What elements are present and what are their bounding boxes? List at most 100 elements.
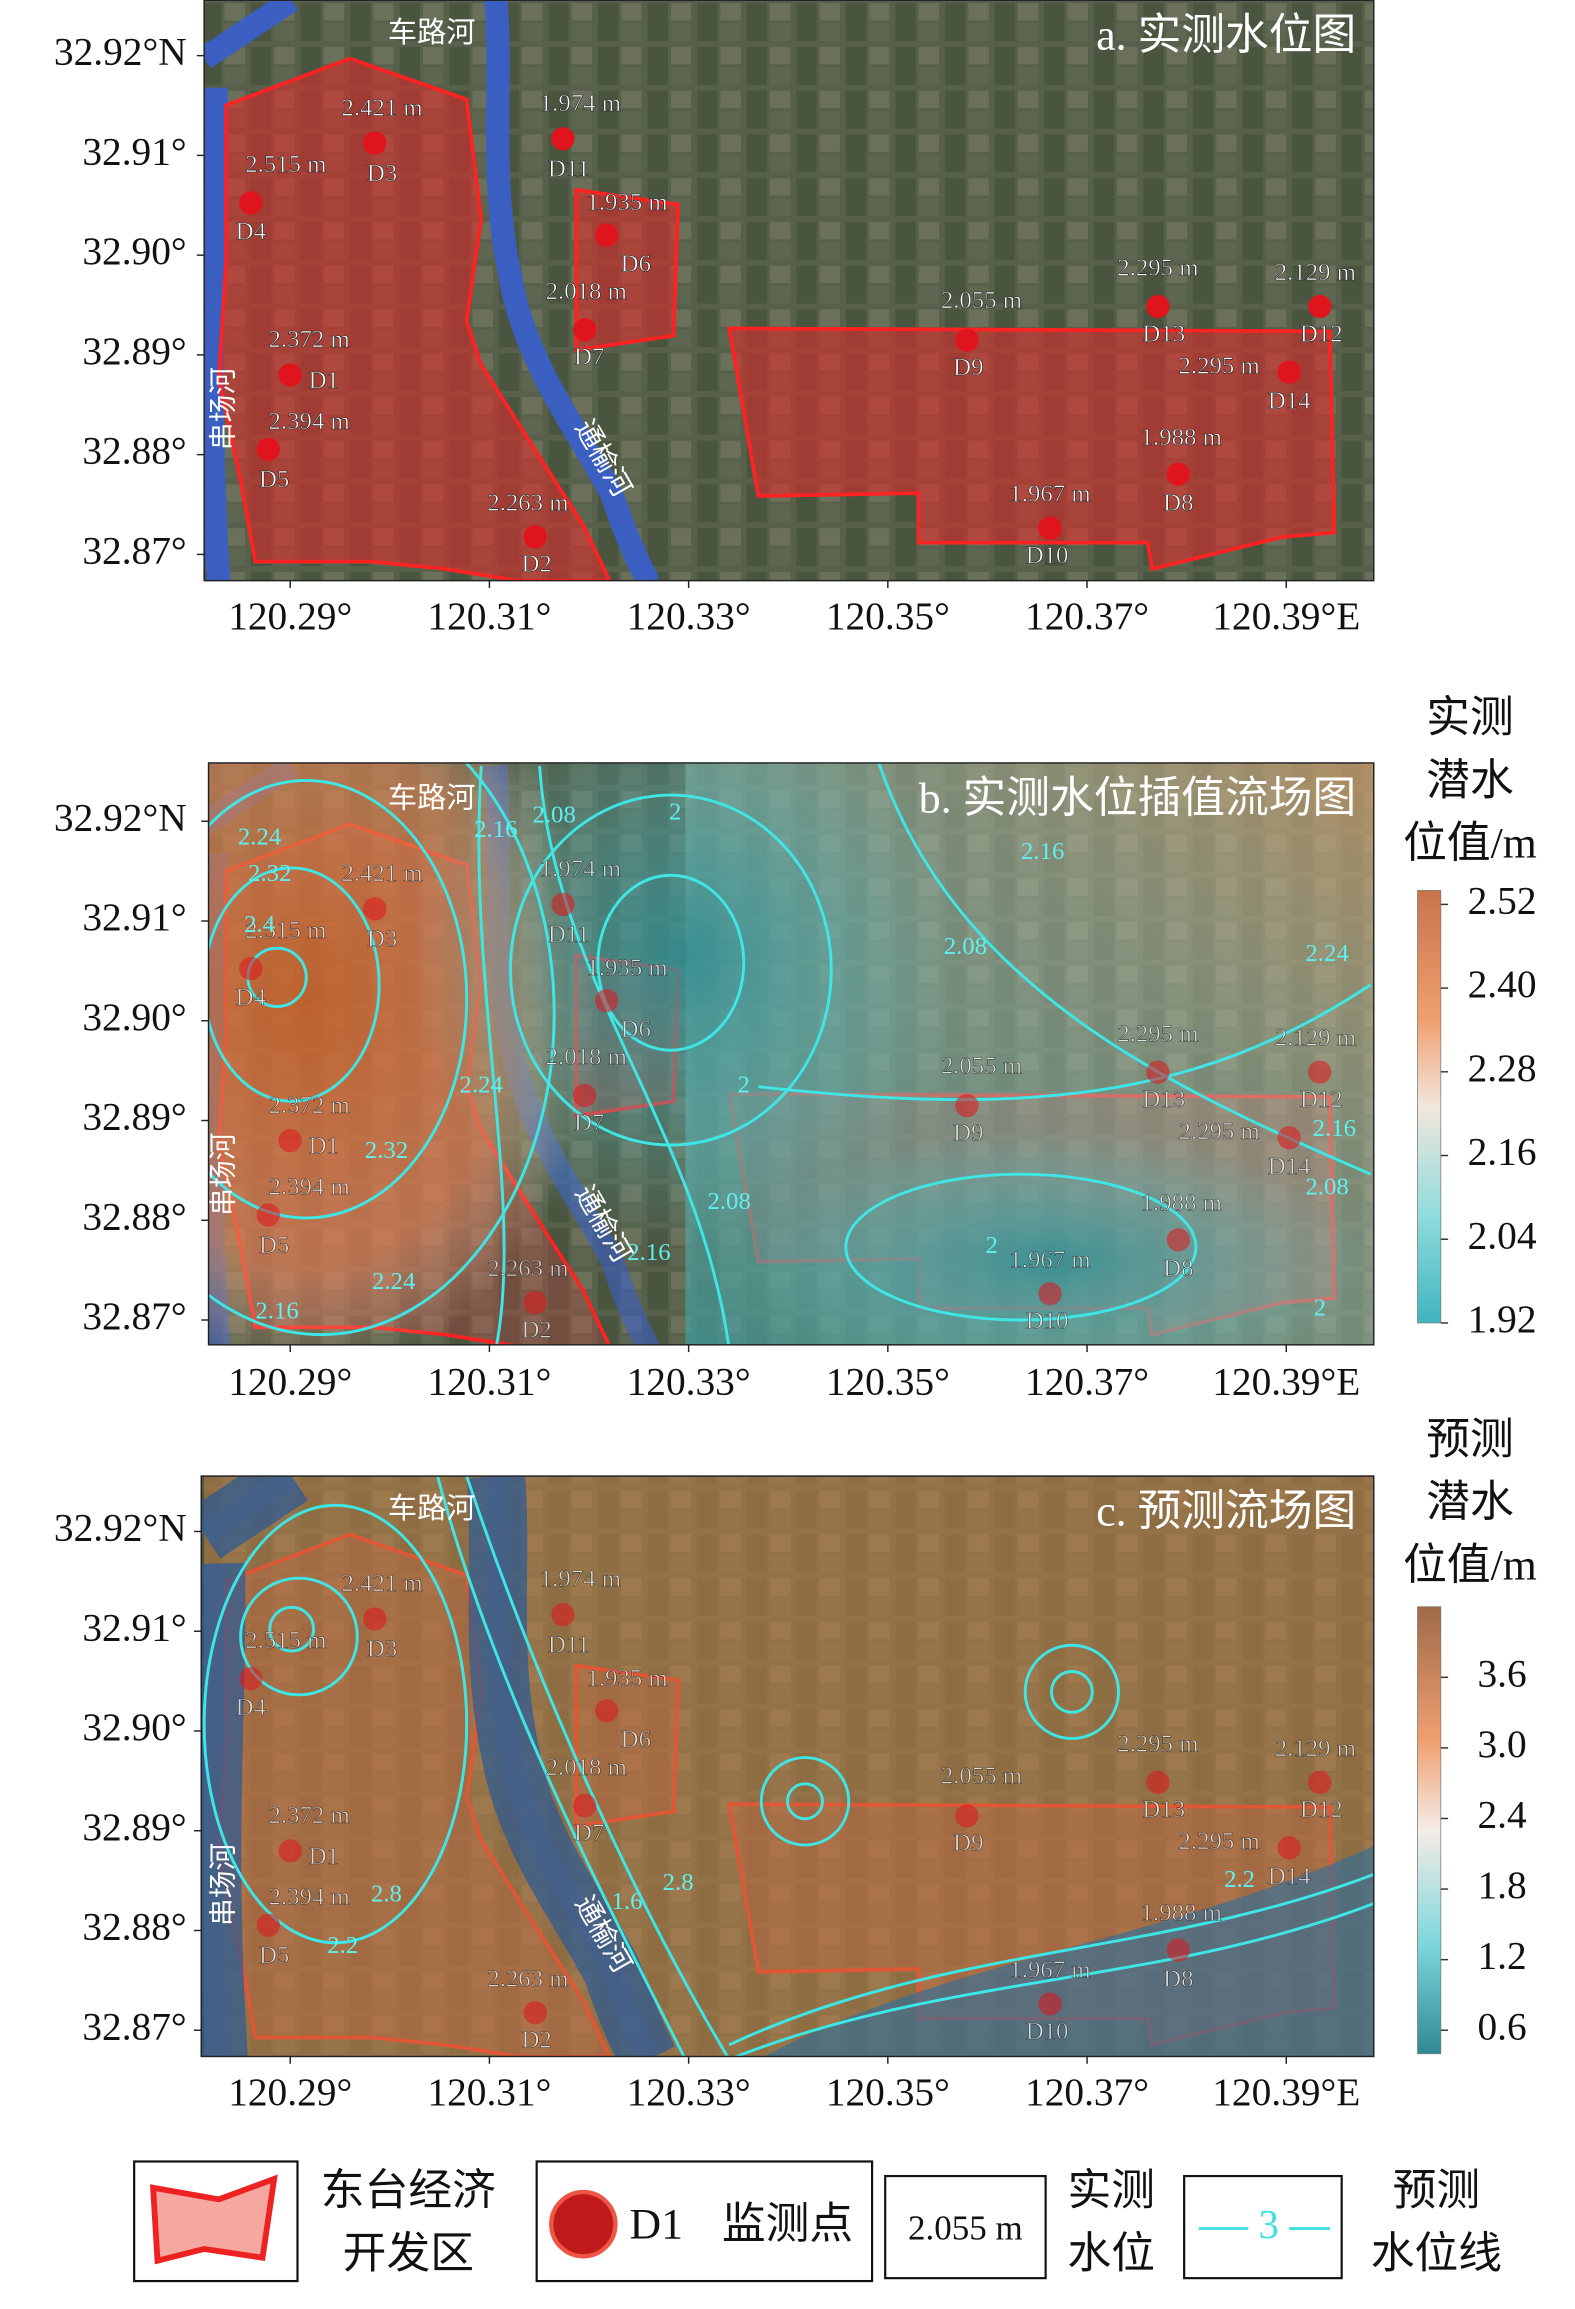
lon-tick-label: 120.37°	[1025, 594, 1149, 638]
lon-tick-label: 120.31°	[427, 1360, 551, 1404]
station-id: D1	[309, 1843, 339, 1870]
monitoring-point	[523, 1290, 547, 1315]
lon-tick-label: 120.35°	[826, 1360, 950, 1404]
station-level: 1.967 m	[1009, 481, 1090, 508]
contour-line	[202, 1503, 469, 1945]
station-id: D1	[309, 367, 339, 394]
station-id: D7	[574, 1109, 604, 1136]
colorbar-title: 实测	[1426, 694, 1514, 742]
colorbar-tick-label: 2.52	[1468, 878, 1537, 922]
monitoring-point	[955, 328, 979, 352]
lat-tick-label: 32.89°	[82, 1095, 186, 1139]
lat-tick-label: 32.92°N	[54, 30, 187, 74]
monitoring-point	[1308, 1770, 1332, 1794]
monitoring-point	[256, 1913, 280, 1937]
contour-line	[239, 1576, 359, 1697]
station-id: D11	[548, 921, 590, 948]
station-id: D2	[522, 2027, 552, 2054]
monitoring-point	[363, 897, 387, 921]
station-id: D5	[259, 466, 289, 493]
contour-line	[477, 765, 506, 1345]
legend-box	[884, 2174, 1047, 2280]
monitoring-point	[551, 892, 575, 917]
station-level: 2.018 m	[546, 278, 627, 305]
panel-title: b. 实测水位插值流场图	[919, 774, 1357, 822]
colorbar-tick-label: 2.16	[1468, 1130, 1537, 1174]
station-id: D6	[621, 1726, 651, 1753]
contour-label: 2	[1314, 1295, 1326, 1322]
legend-zone-swatch	[149, 2174, 278, 2265]
contour-line	[208, 866, 381, 1103]
monitoring-point	[595, 988, 619, 1013]
station-id: D8	[1163, 1965, 1193, 1992]
colorbar-tick-label: 2.40	[1468, 962, 1537, 1006]
station-id: D3	[367, 926, 397, 953]
station-level: 2.295 m	[1117, 255, 1198, 282]
station-level: 2.421 m	[341, 94, 422, 121]
river-label: 串场河	[207, 1133, 238, 1216]
lat-tick-label: 32.87°	[82, 1294, 186, 1338]
station-id: D3	[367, 160, 397, 187]
lat-tick-label: 32.90°	[82, 1705, 186, 1749]
contour-line	[1023, 1643, 1120, 1741]
contour-label: 2.4	[244, 911, 275, 938]
interp-low	[729, 1130, 1371, 1345]
contour-line	[1050, 1670, 1094, 1714]
station-level: 2.018 m	[546, 1754, 627, 1781]
station-id: D14	[1268, 1863, 1311, 1890]
monitoring-point	[595, 223, 619, 247]
development-zone	[216, 56, 612, 581]
station-level: 2.515 m	[245, 917, 326, 944]
contour-label: 2.24	[1305, 940, 1348, 967]
contour-label: 2.8	[371, 1881, 402, 1908]
colorbar-title: 预测	[1426, 1416, 1514, 1464]
station-level: 2.263 m	[487, 490, 568, 517]
lat-tick-label: 32.87°	[82, 528, 186, 572]
lat-tick-label: 32.87°	[82, 2004, 186, 2048]
legend-label: 水位线	[1371, 2230, 1502, 2278]
station-level: 2.055 m	[941, 1052, 1022, 1079]
lon-tick-label: 120.29°	[228, 1360, 352, 1404]
station-id: D6	[621, 250, 651, 277]
contour-label: 2.24	[238, 823, 281, 850]
panel-frame	[200, 1475, 1375, 2058]
lon-tick-label: 120.33°	[627, 2070, 751, 2114]
lat-tick-label: 32.88°	[82, 429, 186, 473]
station-id: D8	[1163, 1255, 1193, 1282]
river-label: 串场河	[207, 1843, 238, 1926]
colorbar-title: 潜水	[1426, 757, 1514, 805]
contour-line	[596, 873, 746, 1052]
legend	[133, 2160, 1343, 2283]
monitoring-point	[1277, 360, 1301, 384]
station-id: D8	[1163, 490, 1193, 517]
colorbar-tick-label: 0.6	[1477, 2004, 1526, 2048]
station-id: D9	[953, 354, 983, 381]
station-id: D7	[574, 1820, 604, 1847]
station-id: D7	[574, 344, 604, 371]
lon-tick-label: 120.29°	[228, 594, 352, 638]
station-level: 1.967 m	[1009, 1957, 1090, 1984]
lat-tick-label: 32.91°	[82, 129, 186, 173]
contour-label: 2.16	[1021, 838, 1064, 865]
lat-tick-label: 32.90°	[82, 229, 186, 273]
legend-label: 东台经济	[321, 2167, 496, 2215]
river	[204, 0, 660, 581]
station-id: D2	[522, 1316, 552, 1343]
station-id: D11	[548, 156, 590, 183]
contour-label: 2	[669, 799, 681, 826]
station-level: 2.295 m	[1117, 1020, 1198, 1047]
river-label: 车路河	[388, 782, 475, 815]
monitoring-point	[1146, 1060, 1170, 1084]
monitoring-point	[363, 131, 387, 155]
contour-label: 1.6	[612, 1888, 643, 1915]
contour-label: 2.32	[365, 1137, 408, 1164]
contour-line	[465, 1476, 730, 2057]
station-level: 2.263 m	[487, 1255, 568, 1282]
lon-tick-label: 120.33°	[627, 1360, 751, 1404]
lon-tick-label: 120.35°	[826, 594, 950, 638]
station-id: D13	[1142, 1086, 1185, 1113]
station-id: D10	[1026, 1308, 1069, 1335]
station-level: 2.394 m	[269, 1884, 350, 1911]
monitoring-point	[551, 1602, 575, 1627]
